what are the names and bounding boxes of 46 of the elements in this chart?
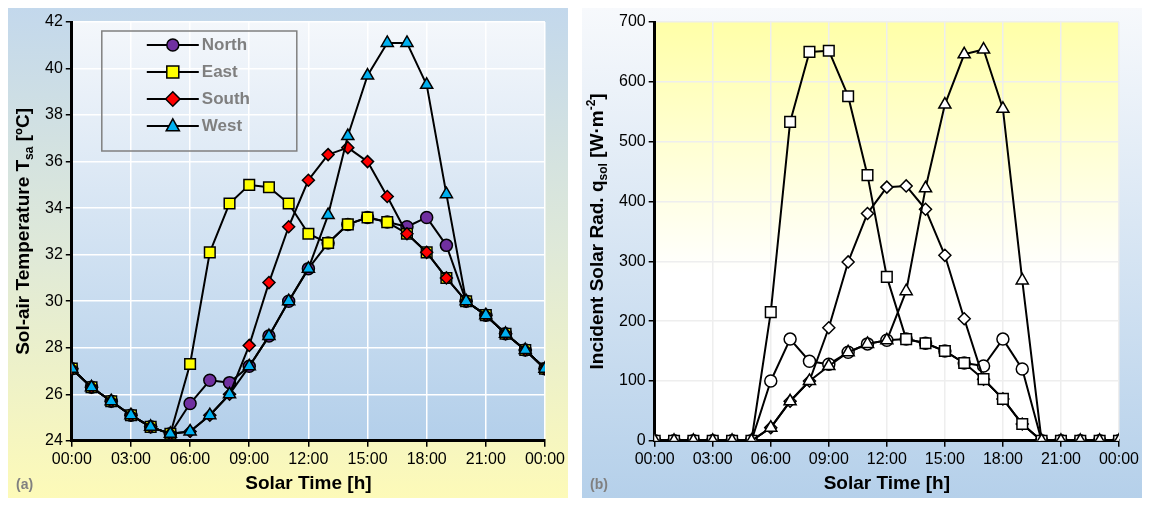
x-tick-label: 03:00 — [110, 449, 152, 467]
x-tick-label: 12:00 — [866, 449, 907, 467]
x-tick-label: 21:00 — [465, 449, 506, 467]
x-tick-label: 03:00 — [692, 449, 733, 467]
y-axis-title: Sol-air Temperature Tsa [ºC] — [12, 107, 37, 355]
y-tick-label: 26 — [45, 384, 63, 402]
y-tick-label: 38 — [45, 105, 63, 123]
x-tick-label: 21:00 — [1040, 449, 1082, 467]
y-tick-label: 600 — [618, 72, 646, 90]
legend-label: North — [201, 34, 248, 54]
x-tick-label: 15:00 — [347, 449, 388, 467]
x-tick-label: 09:00 — [808, 449, 849, 467]
y-tick-label: 500 — [618, 132, 646, 150]
x-tick-label: 00:00 — [1098, 449, 1140, 467]
y-tick-label: 40 — [45, 58, 63, 76]
x-tick-label: 15:00 — [924, 449, 965, 467]
y-tick-label: 24 — [45, 431, 63, 449]
legend-label: East — [201, 61, 239, 81]
y-tick-label: 36 — [45, 152, 63, 170]
text: (b) — [590, 475, 608, 492]
x-axis-title: Solar Time [h] — [823, 472, 951, 494]
x-tick-label: 18:00 — [982, 449, 1024, 467]
text: (a) — [16, 475, 34, 492]
x-tick-label: 00:00 — [51, 449, 92, 467]
y-tick-label: 400 — [618, 191, 646, 209]
x-axis-title: Solar Time [h] — [245, 472, 372, 494]
x-tick-label: 06:00 — [170, 449, 211, 467]
y-tick-label: 100 — [618, 371, 646, 389]
x-tick-label: 09:00 — [229, 449, 270, 467]
x-tick-label: 00:00 — [524, 449, 566, 467]
y-tick-label: 0 — [636, 431, 646, 449]
y-tick-label: 200 — [618, 311, 646, 329]
y-tick-label: 32 — [45, 245, 63, 263]
y-tick-label: 34 — [45, 198, 63, 216]
x-tick-label: 18:00 — [406, 449, 447, 467]
x-tick-label: 00:00 — [634, 449, 675, 467]
legend-label: South — [201, 88, 250, 108]
x-tick-label: 06:00 — [750, 449, 791, 467]
legend-label: West — [201, 115, 243, 135]
y-axis-title: Incident Solar Rad. qsol [W·m-2] — [583, 93, 611, 370]
y-tick-label: 30 — [45, 291, 63, 309]
x-tick-label: 12:00 — [288, 449, 329, 467]
y-tick-label: 28 — [45, 338, 63, 356]
y-tick-label: 700 — [618, 12, 646, 30]
y-tick-label: 42 — [45, 12, 63, 30]
y-tick-label: 300 — [618, 251, 646, 269]
